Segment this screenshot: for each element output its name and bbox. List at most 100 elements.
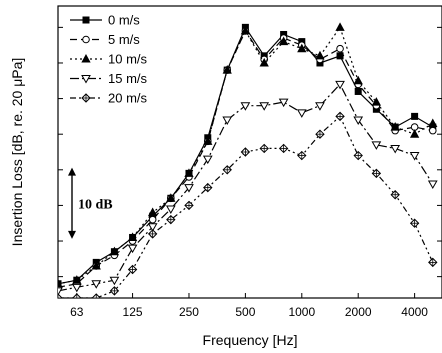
legend: 0 m/s 5 m/s 10 m/s 15 m/s 20 m/s bbox=[70, 13, 148, 106]
legend-label: 20 m/s bbox=[108, 91, 148, 106]
data-point bbox=[91, 293, 101, 298]
x-tick-label: 4000 bbox=[401, 305, 428, 319]
data-point bbox=[240, 25, 251, 35]
legend-item: 0 m/s bbox=[70, 13, 140, 28]
data-point bbox=[58, 293, 63, 298]
x-tick-label: 63 bbox=[70, 305, 84, 319]
data-point bbox=[166, 193, 176, 202]
data-point bbox=[165, 205, 176, 214]
y-axis-label: Insertion Loss [dB, re. 20 μPa] bbox=[9, 58, 25, 247]
plot-frame bbox=[57, 5, 442, 299]
data-point bbox=[127, 232, 138, 241]
scale-arrow-down bbox=[68, 230, 76, 239]
data-point bbox=[147, 223, 158, 232]
data-point bbox=[222, 65, 232, 74]
data-point bbox=[335, 22, 345, 31]
data-point bbox=[409, 129, 420, 138]
data-point bbox=[82, 16, 90, 24]
data-point bbox=[390, 144, 401, 154]
data-point bbox=[297, 43, 307, 53]
data-point bbox=[166, 214, 176, 225]
data-point bbox=[127, 244, 138, 254]
data-point bbox=[335, 111, 345, 122]
data-point bbox=[335, 80, 345, 90]
data-point bbox=[390, 190, 400, 200]
legend-label: 15 m/s bbox=[108, 71, 148, 86]
data-point bbox=[203, 182, 213, 193]
data-point bbox=[409, 218, 420, 228]
data-point bbox=[81, 75, 91, 84]
data-point bbox=[428, 126, 437, 135]
data-point bbox=[390, 122, 400, 131]
data-point bbox=[109, 276, 120, 286]
data-point bbox=[202, 155, 213, 165]
data-point bbox=[336, 44, 344, 53]
data-point bbox=[371, 168, 382, 179]
data-point bbox=[82, 35, 90, 44]
data-point bbox=[81, 53, 91, 63]
data-point bbox=[278, 98, 289, 108]
data-point bbox=[278, 36, 289, 46]
data-point bbox=[371, 141, 382, 150]
data-point bbox=[240, 102, 251, 111]
data-point bbox=[58, 278, 63, 288]
legend-item: 10 m/s bbox=[70, 52, 148, 67]
data-point bbox=[184, 184, 194, 193]
data-point bbox=[353, 150, 363, 161]
data-point bbox=[259, 143, 269, 154]
data-point bbox=[315, 50, 325, 60]
data-point bbox=[203, 136, 213, 145]
data-point bbox=[259, 102, 270, 111]
data-point bbox=[147, 229, 158, 239]
data-point bbox=[148, 207, 158, 217]
data-point bbox=[81, 93, 91, 103]
data-point bbox=[148, 215, 157, 224]
data-point bbox=[91, 260, 101, 270]
series-line bbox=[58, 83, 434, 292]
data-point bbox=[315, 129, 325, 139]
series-4 bbox=[58, 80, 438, 296]
data-point bbox=[72, 293, 82, 298]
series-3 bbox=[58, 22, 438, 288]
data-point bbox=[354, 87, 362, 95]
data-point bbox=[222, 165, 232, 175]
data-point bbox=[71, 283, 82, 293]
x-tick-label: 1000 bbox=[288, 305, 315, 319]
data-point bbox=[428, 257, 438, 268]
data-point bbox=[278, 143, 289, 154]
legend-label: 10 m/s bbox=[108, 52, 148, 67]
data-point bbox=[428, 118, 438, 128]
scale-arrow-up bbox=[68, 167, 76, 176]
data-point bbox=[259, 57, 269, 67]
legend-item: 5 m/s bbox=[70, 32, 140, 47]
x-axis-ticks: 63 125 250 500 1000 2000 4000 bbox=[58, 26, 442, 319]
legend-label: 0 m/s bbox=[108, 13, 140, 28]
data-point bbox=[184, 168, 194, 177]
scale-annotation: 10 dB bbox=[68, 167, 113, 239]
data-point bbox=[315, 102, 325, 111]
data-point bbox=[371, 97, 382, 106]
scale-label: 10 dB bbox=[78, 197, 113, 212]
data-point bbox=[353, 75, 363, 85]
data-point bbox=[184, 200, 194, 211]
x-tick-label: 2000 bbox=[345, 305, 372, 319]
data-point bbox=[411, 112, 419, 120]
x-tick-label: 250 bbox=[179, 305, 199, 319]
x-tick-label: 500 bbox=[235, 305, 255, 319]
data-point bbox=[58, 287, 63, 296]
data-point bbox=[409, 152, 420, 161]
data-point bbox=[240, 147, 251, 157]
data-point bbox=[91, 280, 102, 289]
legend-label: 5 m/s bbox=[108, 32, 140, 47]
data-point bbox=[127, 264, 138, 275]
data-point bbox=[222, 116, 233, 125]
x-axis-label: Frequency [Hz] bbox=[203, 332, 298, 348]
legend-item: 15 m/s bbox=[70, 71, 148, 86]
data-point bbox=[109, 246, 120, 256]
series-5 bbox=[58, 111, 438, 298]
data-point bbox=[297, 150, 307, 161]
data-point bbox=[427, 180, 438, 190]
x-tick-label: 125 bbox=[123, 305, 143, 319]
data-point bbox=[296, 109, 307, 118]
